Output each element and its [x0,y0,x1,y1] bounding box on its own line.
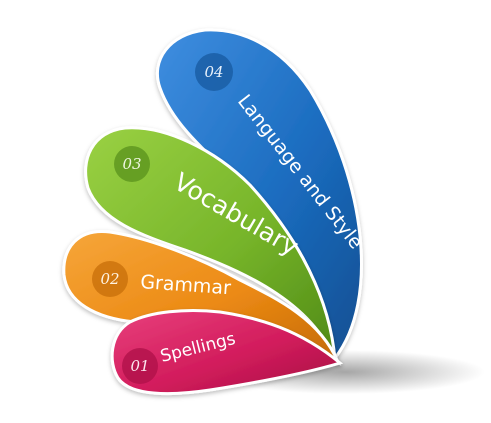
petal-03-shape [84,126,337,361]
petal-01-badge [122,348,158,384]
petal-02-number: 02 [100,270,119,288]
petal-03-badge [114,146,150,182]
petal-01: 01 Spellings [110,309,344,396]
petal-01-shape [110,309,344,396]
petal-02-badge [92,261,128,297]
petal-01-number: 01 [130,357,149,375]
petal-03-number: 03 [122,155,141,173]
petal-04-badge [195,53,233,91]
petal-04-number: 04 [204,63,223,81]
